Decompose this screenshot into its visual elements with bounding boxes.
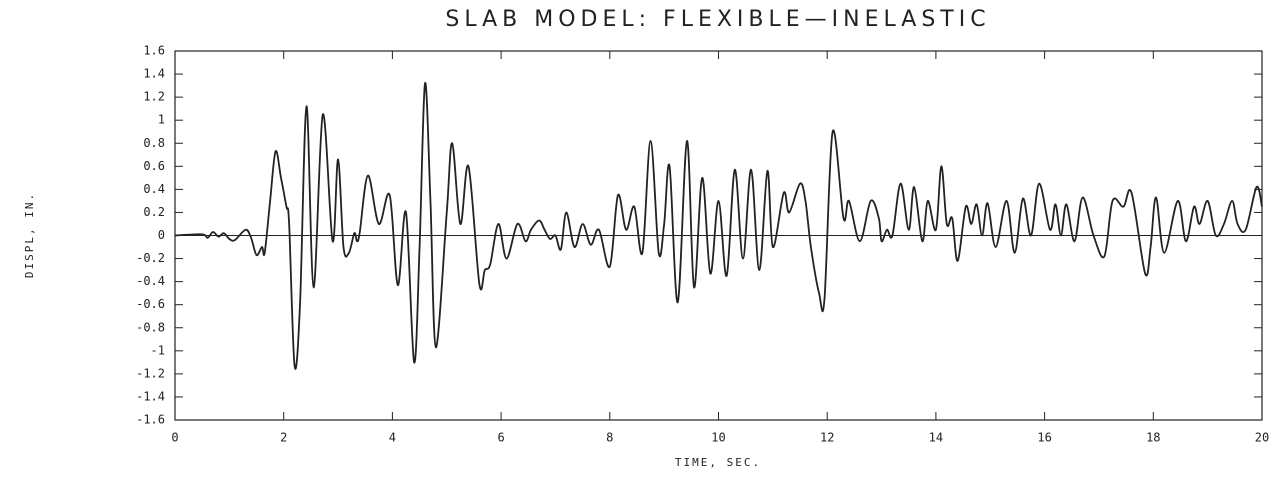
data-line (174, 82, 1263, 370)
x-tick-label: 2 (280, 431, 287, 445)
y-tick-label: -1.6 (136, 413, 165, 427)
y-tick-label: 0.6 (143, 159, 165, 173)
y-tick-label: 1.2 (143, 90, 165, 104)
y-tick-label: 1.4 (143, 67, 165, 81)
x-tick-label: 0 (171, 431, 178, 445)
y-tick-label: 1 (158, 113, 165, 127)
y-tick-label: -0.6 (136, 297, 165, 311)
x-tick-label: 16 (1037, 431, 1051, 445)
x-tick-label: 6 (497, 431, 504, 445)
x-tick-label: 20 (1255, 431, 1269, 445)
x-tick-label: 18 (1146, 431, 1160, 445)
chart-title: SLAB MODEL: FLEXIBLE—INELASTIC (445, 7, 990, 32)
y-tick-label: -0.2 (136, 251, 165, 265)
x-tick-label: 10 (711, 431, 725, 445)
y-tick-label: 1.6 (143, 44, 165, 58)
y-tick-label: -0.8 (136, 320, 165, 334)
y-tick-label: -1.4 (136, 389, 165, 403)
y-tick-label: 0.4 (143, 182, 165, 196)
y-tick-label: 0.2 (143, 205, 165, 219)
x-axis-label: TIME, SEC. (675, 456, 761, 469)
y-tick-label: -0.4 (136, 274, 165, 288)
x-tick-label: 12 (820, 431, 834, 445)
y-axis-label: DISPL, IN. (23, 192, 36, 278)
x-tick-label: 8 (606, 431, 613, 445)
x-tick-label: 14 (929, 431, 943, 445)
y-tick-label: 0.8 (143, 136, 165, 150)
x-tick-label: 4 (389, 431, 396, 445)
y-tick-label: -1 (151, 343, 165, 357)
y-tick-label: -1.2 (136, 366, 165, 380)
y-tick-label: 0 (158, 228, 165, 242)
